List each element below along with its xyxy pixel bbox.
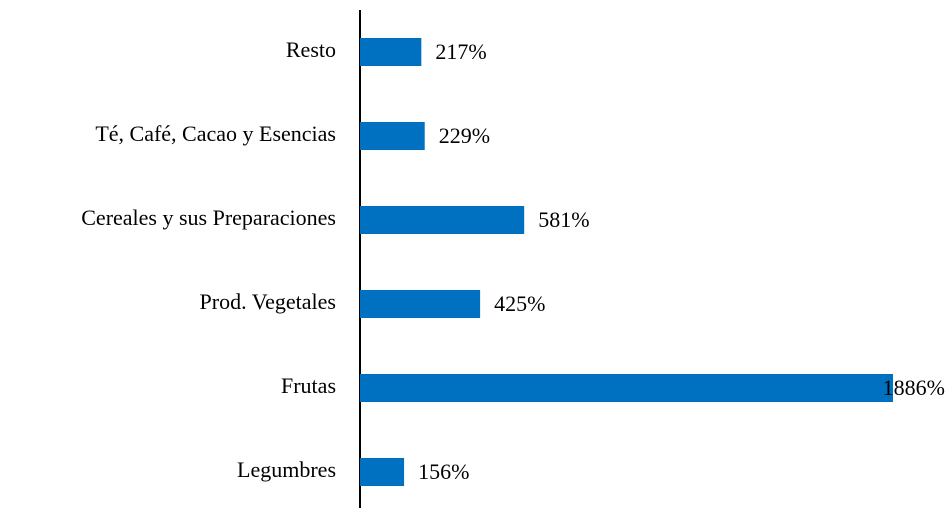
data-label: 217% [435, 39, 486, 64]
bar [360, 206, 525, 234]
y-tick-label: Prod. Vegetales [200, 289, 336, 314]
data-label: 229% [439, 123, 490, 148]
bar [360, 290, 481, 318]
y-tick-label: Frutas [281, 373, 336, 398]
bar [360, 374, 893, 402]
y-tick-label: Legumbres [237, 457, 336, 482]
bar [360, 38, 422, 66]
data-label: 156% [418, 459, 469, 484]
y-tick-label: Cereales y sus Preparaciones [81, 205, 336, 230]
data-label: 581% [538, 207, 589, 232]
data-label: 425% [494, 291, 545, 316]
bar [360, 458, 405, 486]
y-tick-label: Té, Café, Cacao y Esencias [95, 121, 336, 146]
y-tick-label: Resto [286, 37, 336, 62]
bar [360, 122, 425, 150]
data-label: 1886% [883, 375, 945, 400]
